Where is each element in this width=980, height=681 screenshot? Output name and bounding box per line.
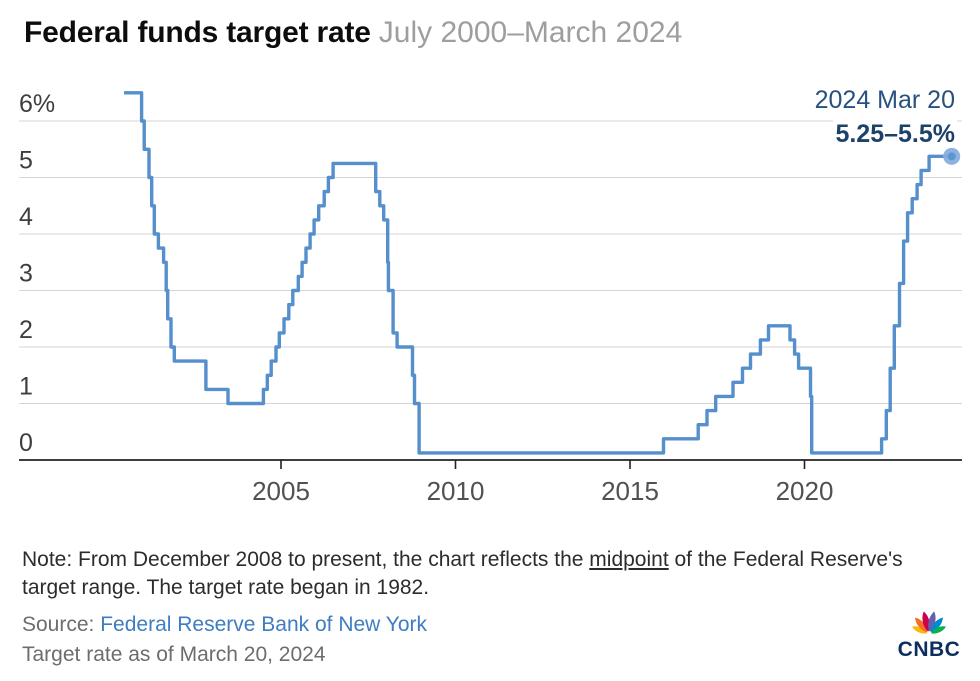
endpoint-annotation: 2024 Mar 20 5.25–5.5% [812,85,957,153]
peacock-feather [915,617,928,633]
endpoint-value-label: 5.25–5.5% [833,120,957,148]
end-point-dot-core [947,152,956,161]
y-axis-tick-label: 4 [19,203,33,231]
page-title: Federal funds target rate [24,16,371,49]
note-text-prefix: Note: From December 2008 to present, the… [22,548,590,571]
asof-line: Target rate as of March 20, 2024 [22,643,326,666]
x-axis-tick-label: 2020 [776,476,834,506]
cnbc-wordmark: CNBC [897,638,961,661]
rate-step-line [124,91,952,455]
source-label: Source: [22,613,101,636]
peacock-feather [930,626,947,634]
page-subtitle: July 2000–March 2024 [378,16,683,49]
note-text-suffix: of the Federal Reserve's target range. T… [22,548,903,599]
peacock-feather [922,611,930,632]
y-axis-tick-label: 5 [19,147,33,175]
peacock-feather [928,611,936,632]
cnbc-peacock-icon [911,611,947,634]
x-axis-tick-label: 2005 [252,476,310,506]
y-axis-tick-label: 3 [19,260,33,288]
peacock-feather [911,626,928,634]
source-line: Source: Federal Reserve Bank of New York [22,613,427,637]
chart-header: Federal funds target rate July 2000–March… [24,16,682,50]
chart-note: Note: From December 2008 to present, the… [22,546,930,602]
cnbc-logo: CNBC [894,601,964,662]
x-axis-tick-label: 2015 [601,476,659,506]
source-link[interactable]: Federal Reserve Bank of New York [100,613,428,636]
x-axis-tick-label: 2010 [427,476,485,506]
endpoint-date-label: 2024 Mar 20 [812,86,957,114]
peacock-feather [930,617,943,633]
y-axis-tick-label: 0 [19,429,33,457]
y-axis-tick-label: 2 [19,316,33,344]
y-axis-tick-label: 1 [19,373,33,401]
note-underlined-word: midpoint [589,548,669,571]
y-axis-tick-label: 6% [19,90,55,118]
